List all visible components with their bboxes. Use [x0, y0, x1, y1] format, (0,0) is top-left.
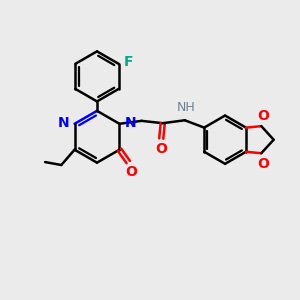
Text: O: O [258, 109, 270, 123]
Text: F: F [124, 55, 133, 69]
Text: O: O [125, 165, 137, 179]
Text: NH: NH [177, 101, 196, 114]
Text: O: O [155, 142, 167, 156]
Text: N: N [58, 116, 70, 130]
Text: N: N [124, 116, 136, 130]
Text: O: O [258, 157, 270, 171]
